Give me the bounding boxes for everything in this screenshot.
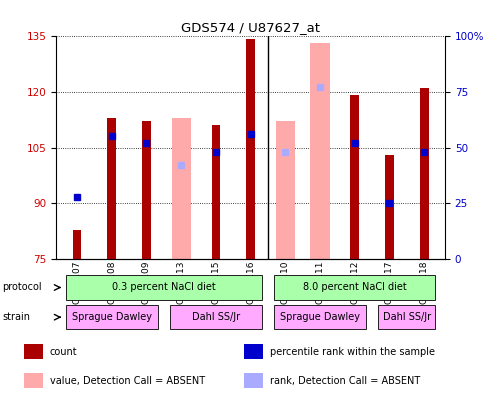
Bar: [169, 305, 262, 329]
Text: rank, Detection Call = ABSENT: rank, Detection Call = ABSENT: [270, 376, 420, 386]
Bar: [66, 275, 262, 300]
Text: value, Detection Call = ABSENT: value, Detection Call = ABSENT: [50, 376, 204, 386]
Bar: [310, 43, 329, 259]
Bar: [377, 305, 434, 329]
Bar: [385, 155, 393, 259]
Text: Sprague Dawley: Sprague Dawley: [72, 312, 151, 322]
Text: 8.0 percent NaCl diet: 8.0 percent NaCl diet: [302, 282, 406, 292]
Text: count: count: [50, 347, 77, 357]
Bar: [211, 125, 220, 259]
Text: Sprague Dawley: Sprague Dawley: [280, 312, 359, 322]
Bar: [24, 345, 42, 359]
Text: protocol: protocol: [2, 282, 42, 293]
Title: GDS574 / U87627_at: GDS574 / U87627_at: [181, 21, 320, 34]
Text: Dahl SS/Jr: Dahl SS/Jr: [191, 312, 240, 322]
Bar: [142, 122, 150, 259]
Text: strain: strain: [2, 312, 30, 322]
Text: Dahl SS/Jr: Dahl SS/Jr: [382, 312, 430, 322]
Bar: [350, 95, 358, 259]
Bar: [24, 373, 42, 388]
Bar: [244, 345, 263, 359]
Bar: [275, 122, 294, 259]
Bar: [73, 230, 81, 259]
Bar: [244, 373, 263, 388]
Text: 0.3 percent NaCl diet: 0.3 percent NaCl diet: [112, 282, 215, 292]
Bar: [171, 118, 190, 259]
Bar: [107, 118, 116, 259]
Bar: [66, 305, 158, 329]
Bar: [419, 88, 427, 259]
Text: percentile rank within the sample: percentile rank within the sample: [270, 347, 434, 357]
Bar: [273, 275, 434, 300]
Bar: [273, 305, 366, 329]
Bar: [246, 39, 254, 259]
